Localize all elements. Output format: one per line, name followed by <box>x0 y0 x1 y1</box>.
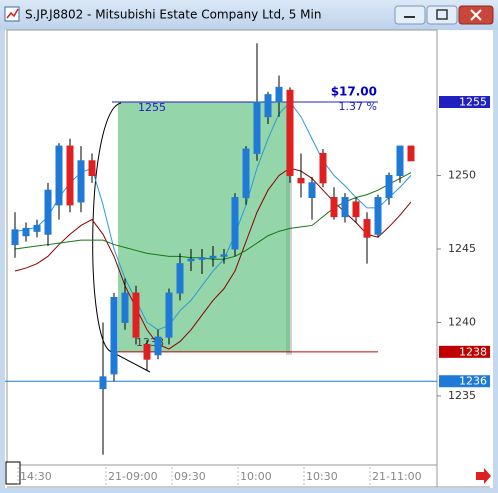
candle-body <box>209 255 217 259</box>
measure-box <box>118 102 290 352</box>
candle-body <box>308 182 316 199</box>
candle-body <box>143 343 151 360</box>
maximize-button[interactable] <box>426 5 458 25</box>
window-icon-glyph <box>6 8 19 19</box>
candle-body <box>297 177 305 184</box>
price-tag <box>439 96 490 109</box>
scroll-box[interactable] <box>5 461 21 485</box>
x-tick-label: 09:30 <box>174 470 206 483</box>
measure-change: $17.00 <box>331 85 377 99</box>
y-tick-label: 1240 <box>448 315 476 328</box>
candle-body <box>187 258 195 262</box>
window-title: S.JP.J8802 - Mitsubishi Estate Company L… <box>25 8 321 22</box>
price-tag <box>439 375 490 388</box>
y-tick-label: 1235 <box>448 389 476 402</box>
candle-body <box>99 376 107 390</box>
candle-body <box>110 296 118 375</box>
candle-body <box>374 197 382 235</box>
candle-body <box>319 152 327 184</box>
measure-top-label: 1255 <box>138 101 166 114</box>
candle-body <box>220 254 228 257</box>
candle-body <box>286 89 294 176</box>
candle-body <box>396 145 404 176</box>
candle-body <box>264 94 272 118</box>
x-tick-label: 21-09:00 <box>108 470 158 483</box>
close-icon <box>470 9 482 21</box>
drawing-curve <box>92 102 151 373</box>
y-tick-label: 1245 <box>448 242 476 255</box>
scroll-arrow[interactable] <box>476 468 491 484</box>
candle-body <box>44 189 52 235</box>
y-tick-label: 1250 <box>448 168 476 181</box>
candle-body <box>154 336 162 356</box>
candle-body <box>88 160 96 176</box>
price-tag <box>439 345 490 358</box>
candle-body <box>121 292 129 323</box>
candle-body <box>33 224 41 232</box>
candle-body <box>330 197 338 218</box>
x-tick-label: 21-11:00 <box>372 470 422 483</box>
candle-body <box>55 145 63 206</box>
candle-body <box>407 145 415 162</box>
candle-body <box>22 227 30 237</box>
candle-body <box>11 229 19 246</box>
x-tick-label: 14:30 <box>20 470 52 483</box>
maximize-icon <box>436 9 448 20</box>
candle-body <box>341 197 349 218</box>
x-tick-label: 10:30 <box>306 470 338 483</box>
price-tag-label: 1255 <box>459 96 487 109</box>
minimize-button[interactable] <box>394 5 426 25</box>
candle-body <box>231 197 239 250</box>
candle-body <box>77 160 85 203</box>
candle-body <box>363 219 371 238</box>
candle-body <box>275 86 283 103</box>
candle-body <box>198 257 206 260</box>
x-tick-label: 10:00 <box>240 470 272 483</box>
candle-body <box>132 292 140 338</box>
price-tag-label: 1238 <box>459 345 487 358</box>
candle-body <box>242 148 250 199</box>
measure-percent: 1.37 % <box>339 100 377 113</box>
candle-body <box>66 145 74 206</box>
price-tag-label: 1236 <box>459 375 487 388</box>
candle-body <box>176 263 184 294</box>
candle-body <box>165 292 173 338</box>
candle-body <box>385 174 393 199</box>
candle-body <box>352 201 360 218</box>
candle-body <box>253 101 261 154</box>
